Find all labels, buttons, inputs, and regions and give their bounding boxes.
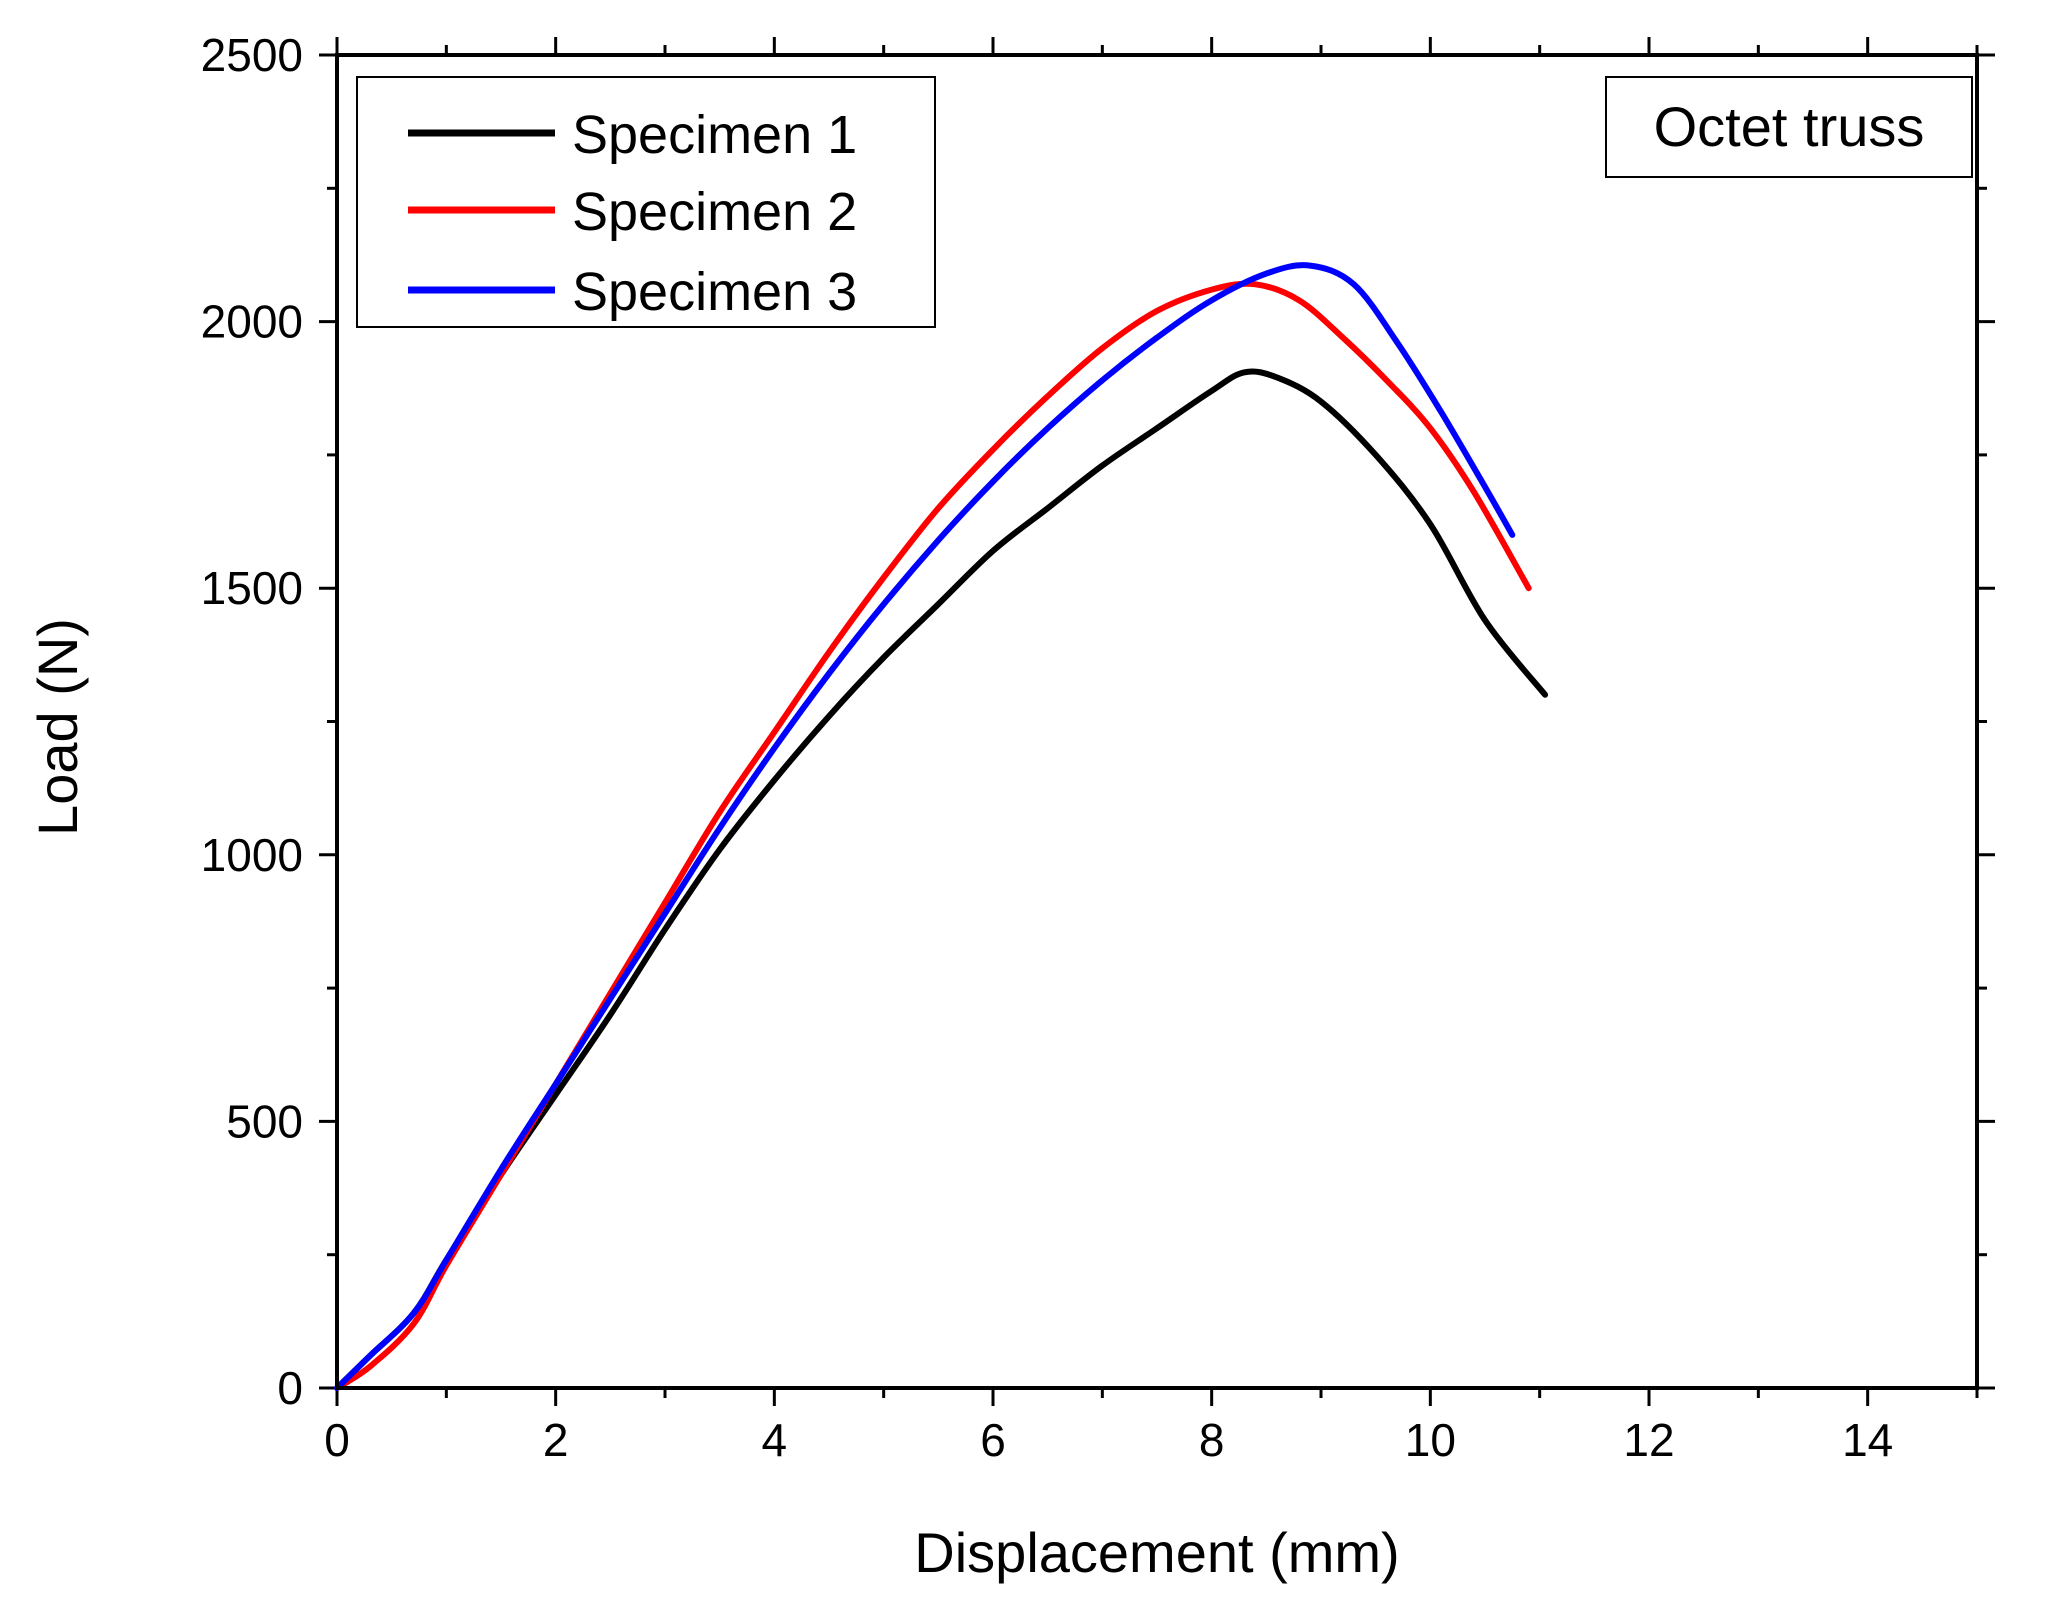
y-tick-label: 1500 bbox=[201, 562, 303, 614]
annotation-frame bbox=[1605, 76, 1973, 178]
x-tick-label: 12 bbox=[1623, 1414, 1674, 1466]
plot-frame bbox=[335, 53, 1979, 1390]
x-axis-title: Displacement (mm) bbox=[914, 1521, 1399, 1584]
legend-label-specimen-1: Specimen 1 bbox=[572, 105, 857, 165]
x-tick-label: 6 bbox=[980, 1414, 1006, 1466]
legend: Specimen 1 Specimen 2 Specimen 3 bbox=[356, 76, 936, 328]
series-line-specimen-3 bbox=[334, 262, 1516, 1391]
x-tick-labels: 0 2 4 6 8 10 12 14 bbox=[324, 1414, 1893, 1466]
annotation-label: Octet truss bbox=[1654, 95, 1925, 158]
y-tick-label: 2500 bbox=[201, 29, 303, 81]
y-tick-labels: 0 500 1000 1500 2000 2500 bbox=[201, 29, 303, 1414]
legend-box bbox=[356, 76, 936, 328]
x-tick-label: 4 bbox=[762, 1414, 788, 1466]
y-tick-label: 500 bbox=[226, 1095, 303, 1147]
x-tick-label: 14 bbox=[1842, 1414, 1893, 1466]
y-axis-title: Load (N) bbox=[26, 618, 89, 836]
y-tick-label: 1000 bbox=[201, 829, 303, 881]
x-tick-label: 0 bbox=[324, 1414, 350, 1466]
x-tick-label: 8 bbox=[1199, 1414, 1225, 1466]
annotation-box: Octet truss bbox=[1605, 76, 1973, 178]
y-tick-label: 0 bbox=[277, 1362, 303, 1414]
y-tick-label: 2000 bbox=[201, 296, 303, 348]
legend-label-specimen-2: Specimen 2 bbox=[572, 182, 857, 242]
x-tick-label: 2 bbox=[543, 1414, 569, 1466]
x-tick-label: 10 bbox=[1405, 1414, 1456, 1466]
legend-label-specimen-3: Specimen 3 bbox=[572, 262, 857, 322]
series-layer bbox=[334, 262, 1549, 1391]
